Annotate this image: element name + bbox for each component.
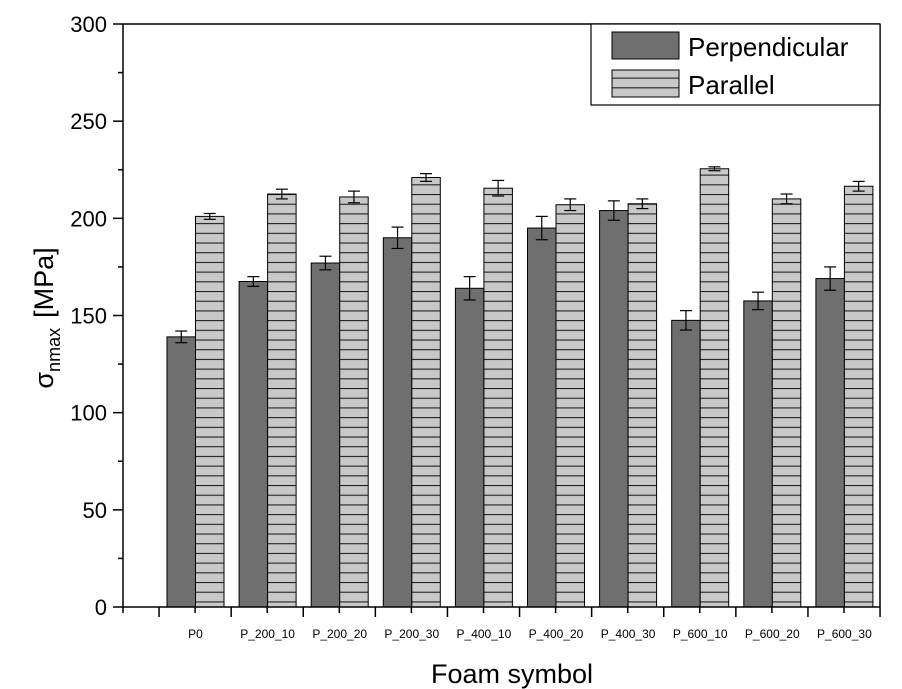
y-tick-label: 150: [70, 304, 107, 329]
bar-perpendicular: [527, 227, 557, 608]
bar-perpendicular: [454, 287, 485, 608]
error-bar: [824, 266, 837, 291]
y-tick-label: 0: [95, 595, 107, 620]
bar-perpendicular: [599, 210, 629, 608]
bar-parallel: [699, 168, 730, 608]
error-bar: [319, 255, 332, 271]
error-bars-layer: [175, 166, 865, 344]
legend-label-perpendicular: Perpendicular: [688, 32, 849, 62]
bars-layer: [166, 168, 874, 608]
error-bar: [679, 310, 692, 331]
x-tick-label: P_400_30: [601, 627, 656, 641]
error-bar: [535, 215, 548, 241]
y-tick-label: 100: [70, 401, 107, 426]
y-ticks: 0 50 100 150 200 250 300: [70, 12, 123, 620]
bar-perpendicular: [815, 278, 845, 608]
x-tick-label: P_200_10: [240, 627, 295, 641]
bar-parallel: [411, 177, 441, 608]
legend-label-parallel: Parallel: [688, 70, 775, 100]
bar-parallel: [555, 204, 585, 608]
bar-parallel: [843, 185, 874, 608]
y-tick-label: 50: [83, 498, 107, 523]
x-tick-label: P_400_20: [529, 627, 584, 641]
bar-perpendicular: [238, 280, 269, 608]
bar-perpendicular: [382, 237, 413, 608]
error-bar: [347, 190, 360, 204]
error-bar: [607, 200, 620, 221]
x-tick-label: P_600_20: [745, 627, 800, 641]
bar-parallel: [483, 187, 513, 608]
bar-parallel: [339, 196, 369, 608]
error-bar: [203, 212, 216, 220]
bar-perpendicular: [671, 319, 701, 608]
x-tick-label: P_200_30: [384, 627, 439, 641]
error-bar: [636, 198, 649, 210]
y-axis-subscript: nmax: [44, 328, 64, 372]
error-bar: [780, 193, 793, 205]
error-bar: [175, 330, 188, 344]
bar-parallel: [195, 215, 225, 608]
y-tick-label: 200: [70, 206, 107, 231]
y-tick-label: 250: [70, 109, 107, 134]
bar-perpendicular: [166, 336, 196, 608]
y-axis-title: σnmax [MPa]: [29, 247, 64, 388]
error-bar: [463, 276, 476, 301]
bar-parallel: [267, 193, 297, 608]
bar-perpendicular: [310, 262, 341, 608]
x-tick-label: P_600_30: [817, 627, 872, 641]
x-tick-label: P_600_10: [673, 627, 728, 641]
bar-parallel: [771, 198, 802, 608]
legend: Perpendicular Parallel: [590, 23, 881, 106]
error-bar: [275, 188, 288, 200]
x-axis-title: Foam symbol: [431, 659, 593, 689]
error-bar: [752, 291, 765, 311]
x-tick-labels: P0 P_200_10 P_200_20 P_200_30 P_400_10 P_400_…: [122, 607, 881, 641]
y-axis-symbol: σ: [29, 372, 59, 389]
error-bar: [247, 276, 260, 287]
x-tick-label: P_400_10: [457, 627, 512, 641]
bar-perpendicular: [743, 300, 773, 608]
error-bar: [852, 180, 865, 192]
x-tick-label: P0: [188, 627, 203, 641]
error-bar: [492, 179, 505, 197]
error-bar: [708, 166, 721, 172]
x-tick-label: P_200_20: [312, 627, 367, 641]
legend-swatch-perpendicular: [611, 31, 680, 60]
error-bar: [391, 226, 404, 250]
error-bar: [420, 173, 433, 183]
y-tick-label: 300: [70, 12, 107, 37]
bar-parallel: [627, 203, 658, 608]
y-axis-unit: [MPa]: [29, 247, 59, 318]
error-bar: [564, 198, 577, 212]
legend-swatch-parallel: [611, 69, 680, 98]
